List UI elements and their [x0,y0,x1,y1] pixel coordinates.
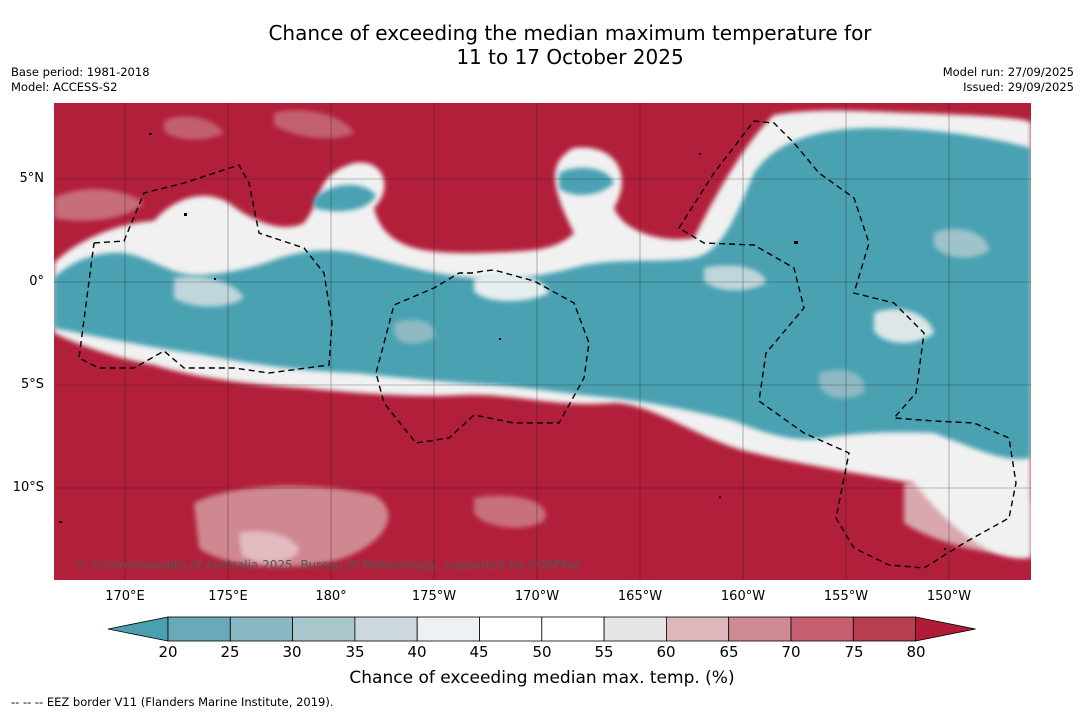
title-line-1: Chance of exceeding the median maximum t… [268,21,872,45]
meta-left: Base period: 1981-2018 Model: ACCESS-S2 [11,65,150,95]
model-name: Model: ACCESS-S2 [11,80,118,94]
colorbar-segment [416,616,480,642]
light-cool-patches [174,229,989,399]
lat-label-0: 0° [29,274,44,289]
colorbar-segment [728,616,792,642]
colorbar-extend-high [915,616,976,642]
colorbar-segment [292,616,356,642]
colorbar-segments [108,616,976,642]
colorbar-tick-40: 40 [407,643,427,661]
model-run: Model run: 27/09/2025 [942,65,1074,79]
lon-label-150w: 150°W [926,589,972,604]
colorbar-tick-65: 65 [719,643,739,661]
lat-label-5s: 5°S [20,377,44,392]
eez-legend-note: -- -- -- EEZ border V11 (Flanders Marine… [11,695,334,709]
cool-patches [314,167,614,212]
colorbar-segment [790,616,854,642]
title-line-2: 11 to 17 October 2025 [456,45,684,69]
colorbar-tick-30: 30 [282,643,302,661]
lon-label-175e: 175°E [208,589,248,604]
colorbar-segment [852,616,916,642]
lon-label-175w: 175°W [411,589,457,604]
lon-label-170w: 170°W [514,589,560,604]
lon-label-180: 180° [315,589,347,604]
colorbar-segment [229,616,294,642]
colorbar-segment [167,616,231,642]
colorbar-segment [541,616,605,642]
islands [59,133,946,550]
eez-borders [78,120,1017,569]
lon-label-170e: 170°E [105,589,145,604]
map-title: Chance of exceeding the median maximum t… [170,21,970,69]
lon-label-165w: 165°W [617,589,663,604]
colorbar-tick-55: 55 [594,643,614,661]
colorbar-label: Chance of exceeding median max. temp. (%… [349,668,735,688]
issued-date: Issued: 29/09/2025 [963,80,1074,94]
colorbar-segment [354,616,418,642]
colorbar-tick-25: 25 [220,643,240,661]
colorbar [108,616,976,642]
colorbar-tick-80: 80 [906,643,926,661]
meta-right: Model run: 27/09/2025 Issued: 29/09/2025 [943,65,1074,95]
lon-label-160w: 160°W [720,589,766,604]
colorbar-segment [666,616,730,642]
colorbar-extend-low [108,616,169,642]
lat-label-10s: 10°S [12,480,44,495]
colorbar-tick-20: 20 [158,643,178,661]
colorbar-tick-60: 60 [656,643,676,661]
colorbar-tick-70: 70 [781,643,801,661]
copyright-notice: © Commonwealth of Australia 2025, Bureau… [76,558,582,572]
colorbar-segment [479,616,543,642]
colorbar-tick-45: 45 [469,643,489,661]
colorbar-segment [603,616,667,642]
map-field [54,103,1031,580]
colorbar-tick-50: 50 [532,643,552,661]
lat-label-5n: 5°N [19,171,45,186]
colorbar-tick-35: 35 [345,643,365,661]
map-panel[interactable]: © Commonwealth of Australia 2025, Bureau… [54,103,1031,580]
colorbar-tick-75: 75 [844,643,864,661]
lon-label-155w: 155°W [823,589,869,604]
base-period: Base period: 1981-2018 [11,65,150,79]
